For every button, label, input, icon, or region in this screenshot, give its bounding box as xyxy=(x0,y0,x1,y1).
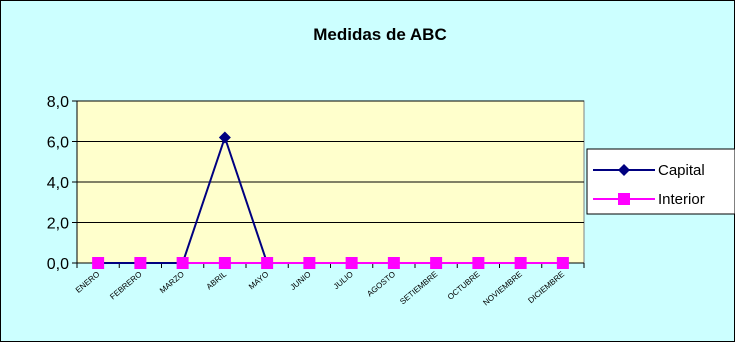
x-tick-label: OCTUBRE xyxy=(446,270,482,302)
interior-point xyxy=(472,257,485,269)
interior-point xyxy=(387,257,400,269)
series xyxy=(92,131,569,269)
x-tick-label: MAYO xyxy=(247,270,270,292)
interior-point xyxy=(134,257,147,269)
x-tick-label: ABRIL xyxy=(205,269,229,291)
legend-label: Interior xyxy=(658,191,705,208)
interior-point xyxy=(514,257,527,269)
legend-marker-square xyxy=(618,193,630,205)
x-tick-label: FEBRERO xyxy=(108,270,143,302)
capital-point xyxy=(218,131,231,144)
interior-point xyxy=(556,257,569,269)
y-tick-label: 4,0 xyxy=(47,175,69,192)
x-tick-label: NOVIEMBRE xyxy=(481,270,524,308)
legend-box xyxy=(586,148,735,215)
interior-point xyxy=(261,257,274,269)
gridlines xyxy=(77,100,584,223)
legend-marker-diamond xyxy=(618,164,630,176)
x-tick-label: AGOSTO xyxy=(365,270,397,299)
x-tick-label: JUNIO xyxy=(288,270,312,292)
legend: Capital Interior xyxy=(586,148,735,215)
x-tick-label: MARZO xyxy=(158,270,186,295)
interior-point xyxy=(430,257,443,269)
x-tick-label: SETIEMBRE xyxy=(398,270,439,307)
y-tick-label: 0,0 xyxy=(47,256,69,273)
legend-label: Capital xyxy=(658,162,705,179)
interior-point xyxy=(303,257,316,269)
interior-point xyxy=(218,257,231,269)
y-tick-label: 2,0 xyxy=(47,216,69,233)
interior-point xyxy=(92,257,105,269)
x-tick-label: ENERO xyxy=(74,270,102,295)
chart-title: Medidas de ABC xyxy=(313,25,447,44)
y-tick-label: 8,0 xyxy=(47,94,69,111)
x-tick-label: JULIO xyxy=(332,270,355,291)
x-tick-label: DICIEMBRE xyxy=(526,270,566,305)
interior-point xyxy=(176,257,189,269)
interior-point xyxy=(345,257,358,269)
y-tick-label: 6,0 xyxy=(47,135,69,152)
